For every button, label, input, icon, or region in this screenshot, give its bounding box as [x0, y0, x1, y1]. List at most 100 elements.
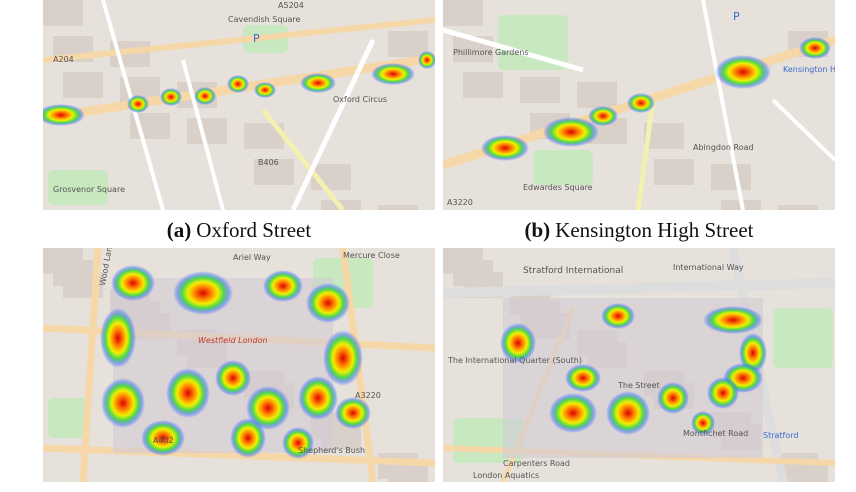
heat-blob — [601, 303, 635, 329]
park — [533, 150, 593, 185]
building-block — [388, 31, 428, 57]
map-label: Stratford International — [523, 266, 623, 276]
building-block — [388, 465, 428, 482]
heat-blob — [418, 51, 435, 69]
heat-blob — [166, 368, 210, 418]
road — [771, 98, 835, 162]
heat-blob — [300, 73, 336, 93]
road — [635, 99, 656, 210]
map-label: P — [253, 32, 260, 45]
building-block — [788, 465, 828, 482]
heat-blob — [100, 308, 136, 368]
building-block — [43, 0, 83, 26]
road — [701, 0, 745, 210]
map-panel: A204 A5204 Cavendish Square B406 Oxford Circ… — [43, 0, 435, 210]
map-label: Ariel Way — [233, 253, 271, 262]
map-label: Oxford Circus — [333, 95, 387, 104]
map-label: A402 — [153, 436, 174, 445]
heat-blob — [707, 377, 739, 409]
map-label: Kensington High Street — [783, 65, 835, 74]
map-label: A204 — [53, 55, 74, 64]
heatmap — [43, 51, 435, 126]
caption-text: Kensington High Street — [555, 218, 754, 242]
map-label: Shepherd's Bush — [298, 446, 365, 455]
heat-blob — [282, 427, 314, 459]
heat-blob — [323, 330, 363, 386]
building-block — [443, 0, 483, 26]
park — [498, 15, 568, 70]
heat-blob — [739, 333, 767, 373]
map-label: A3220 — [355, 391, 381, 400]
map-label: A5204 — [278, 1, 304, 10]
caption: (a) Oxford Street — [43, 218, 435, 243]
heat-blob — [173, 271, 233, 315]
building-block — [63, 72, 103, 98]
heat-blob — [215, 360, 251, 396]
building-block — [654, 159, 694, 185]
building-block — [378, 205, 418, 210]
heat-blob — [246, 386, 290, 430]
heat-blob — [371, 63, 415, 85]
building-block — [778, 205, 818, 210]
heat-blob — [43, 104, 85, 126]
heat-blob — [500, 323, 536, 363]
heat-blob — [549, 393, 597, 433]
map-label: London Aquatics — [473, 471, 539, 480]
heat-blob — [298, 376, 338, 420]
building-block — [577, 82, 617, 108]
heat-blob — [543, 117, 599, 147]
heatmap — [481, 37, 831, 161]
heat-blob — [606, 391, 650, 435]
map-label: Phillimore Gardens — [453, 48, 529, 57]
map-label: B406 — [258, 158, 279, 167]
heatmap — [100, 265, 371, 459]
map-panel: Stratford International International Way… — [443, 248, 835, 482]
heat-blob — [691, 411, 715, 435]
heat-blob — [588, 106, 618, 126]
heat-blob — [565, 364, 601, 392]
map-label: Stratford — [763, 431, 798, 440]
caption-tag: (b) — [524, 218, 551, 242]
map-base — [43, 0, 435, 210]
road — [443, 27, 584, 73]
heat-blob — [101, 378, 145, 428]
park — [48, 170, 108, 205]
building-block — [711, 164, 751, 190]
heat-blob — [254, 82, 276, 98]
heat-blob — [335, 397, 371, 429]
map-label: Mercure Close — [343, 251, 400, 260]
heat-blob — [160, 88, 182, 106]
map-label: A3220 — [447, 198, 473, 207]
map-panel: Kensington High Street Edwardes Square Abi… — [443, 0, 835, 210]
heat-blob — [230, 418, 266, 458]
heat-blob — [227, 75, 249, 93]
heat-blob — [481, 135, 529, 161]
heat-blob — [799, 37, 831, 59]
map-label: Grosvenor Square — [53, 185, 125, 194]
caption: (b) Kensington High Street — [443, 218, 835, 243]
road — [43, 444, 435, 467]
map-label: International Way — [673, 263, 744, 272]
heat-blob — [703, 306, 763, 334]
building-block — [463, 72, 503, 98]
caption-tag: (a) — [166, 218, 192, 242]
heat-blob — [306, 283, 350, 323]
map-label: The Street — [617, 381, 660, 390]
heat-blob — [263, 270, 303, 302]
heat-blob — [627, 93, 655, 113]
map-base — [443, 248, 835, 482]
heat-blob — [657, 382, 689, 414]
road — [181, 59, 225, 210]
park — [48, 398, 88, 438]
building-block — [187, 118, 227, 144]
park — [773, 308, 833, 368]
heatmap — [500, 303, 767, 435]
road — [261, 108, 345, 210]
building-block — [520, 77, 560, 103]
road — [443, 278, 835, 298]
map-label: Edwardes Square — [523, 183, 593, 192]
map-label: Montfichet Road — [683, 429, 748, 438]
map-label: P — [733, 10, 740, 23]
